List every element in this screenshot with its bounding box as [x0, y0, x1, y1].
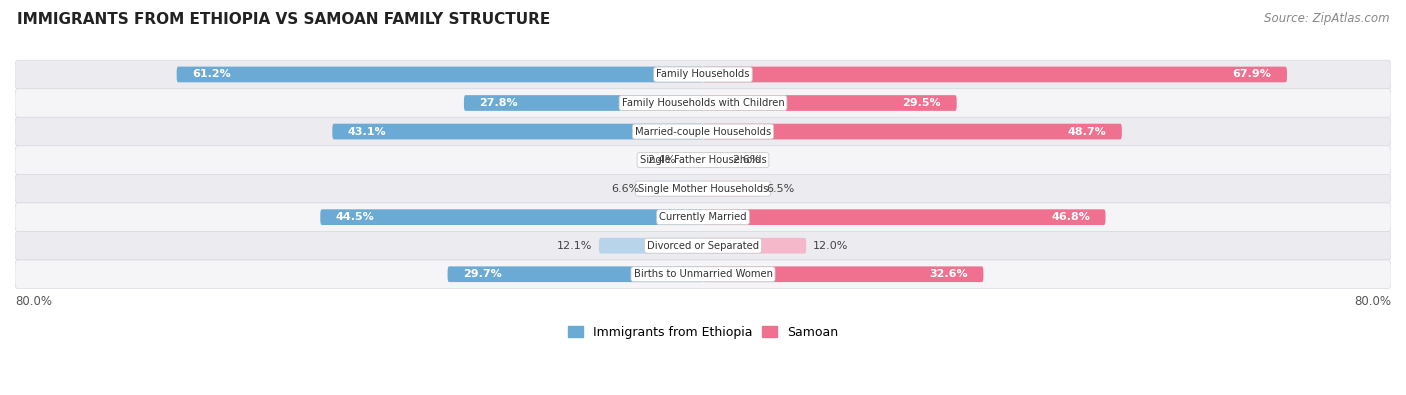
- Text: 67.9%: 67.9%: [1233, 70, 1271, 79]
- FancyBboxPatch shape: [332, 124, 703, 139]
- FancyBboxPatch shape: [15, 60, 1391, 89]
- Text: 6.5%: 6.5%: [766, 184, 794, 194]
- FancyBboxPatch shape: [703, 67, 1286, 82]
- Text: 6.6%: 6.6%: [612, 184, 640, 194]
- Text: 29.7%: 29.7%: [463, 269, 502, 279]
- FancyBboxPatch shape: [15, 231, 1391, 260]
- Text: 80.0%: 80.0%: [15, 295, 52, 308]
- Text: 44.5%: 44.5%: [336, 212, 374, 222]
- FancyBboxPatch shape: [703, 209, 1105, 225]
- Text: 46.8%: 46.8%: [1052, 212, 1090, 222]
- FancyBboxPatch shape: [464, 95, 703, 111]
- Text: Births to Unmarried Women: Births to Unmarried Women: [634, 269, 772, 279]
- FancyBboxPatch shape: [682, 152, 703, 168]
- Text: 27.8%: 27.8%: [479, 98, 517, 108]
- Text: 48.7%: 48.7%: [1067, 126, 1107, 137]
- FancyBboxPatch shape: [15, 203, 1391, 231]
- FancyBboxPatch shape: [15, 260, 1391, 288]
- Text: Currently Married: Currently Married: [659, 212, 747, 222]
- FancyBboxPatch shape: [15, 174, 1391, 203]
- FancyBboxPatch shape: [599, 238, 703, 254]
- FancyBboxPatch shape: [703, 95, 956, 111]
- FancyBboxPatch shape: [703, 266, 983, 282]
- Text: 12.1%: 12.1%: [557, 241, 592, 251]
- Text: 2.4%: 2.4%: [647, 155, 675, 165]
- Text: Divorced or Separated: Divorced or Separated: [647, 241, 759, 251]
- Text: Single Mother Households: Single Mother Households: [638, 184, 768, 194]
- FancyBboxPatch shape: [15, 117, 1391, 146]
- Text: 80.0%: 80.0%: [1354, 295, 1391, 308]
- Text: Single Father Households: Single Father Households: [640, 155, 766, 165]
- FancyBboxPatch shape: [703, 181, 759, 196]
- Text: 61.2%: 61.2%: [193, 70, 231, 79]
- FancyBboxPatch shape: [703, 238, 806, 254]
- Text: Family Households: Family Households: [657, 70, 749, 79]
- Text: Family Households with Children: Family Households with Children: [621, 98, 785, 108]
- Text: 32.6%: 32.6%: [929, 269, 967, 279]
- Text: IMMIGRANTS FROM ETHIOPIA VS SAMOAN FAMILY STRUCTURE: IMMIGRANTS FROM ETHIOPIA VS SAMOAN FAMIL…: [17, 12, 550, 27]
- FancyBboxPatch shape: [447, 266, 703, 282]
- FancyBboxPatch shape: [15, 146, 1391, 174]
- Text: 43.1%: 43.1%: [347, 126, 387, 137]
- Text: 12.0%: 12.0%: [813, 241, 848, 251]
- Text: Married-couple Households: Married-couple Households: [636, 126, 770, 137]
- Text: 2.6%: 2.6%: [733, 155, 761, 165]
- FancyBboxPatch shape: [703, 124, 1122, 139]
- FancyBboxPatch shape: [15, 89, 1391, 117]
- FancyBboxPatch shape: [703, 152, 725, 168]
- Text: Source: ZipAtlas.com: Source: ZipAtlas.com: [1264, 12, 1389, 25]
- FancyBboxPatch shape: [647, 181, 703, 196]
- FancyBboxPatch shape: [177, 67, 703, 82]
- Legend: Immigrants from Ethiopia, Samoan: Immigrants from Ethiopia, Samoan: [564, 322, 842, 342]
- FancyBboxPatch shape: [321, 209, 703, 225]
- Text: 29.5%: 29.5%: [903, 98, 941, 108]
